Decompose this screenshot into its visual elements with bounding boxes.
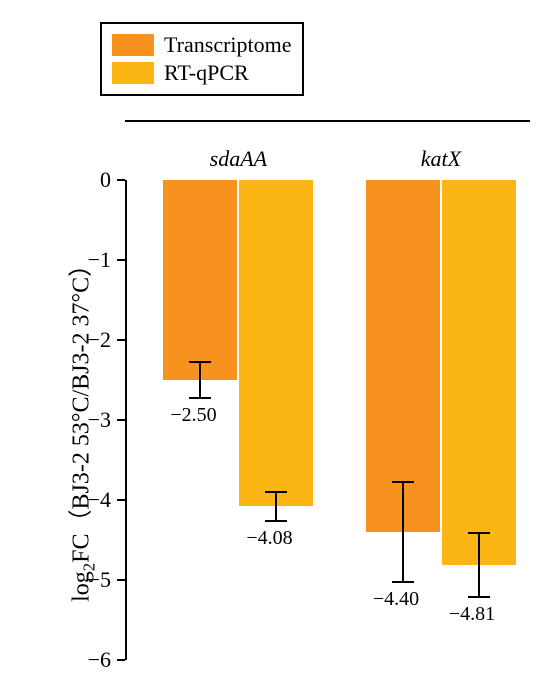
error-bar — [478, 533, 480, 597]
chart-container: TranscriptomeRT-qPCR sdaAAkatX log2FC（BJ… — [20, 20, 530, 670]
y-tick — [117, 419, 125, 421]
bar — [163, 180, 237, 380]
y-tick — [117, 259, 125, 261]
bar-value-label: −4.40 — [373, 588, 419, 611]
y-axis-line — [125, 180, 127, 660]
legend-swatch — [112, 34, 154, 56]
error-bar — [402, 482, 404, 581]
legend-swatch — [112, 62, 154, 84]
group-label: sdaAA — [188, 146, 288, 172]
y-tick-label: −2 — [88, 327, 111, 353]
bar — [239, 180, 313, 506]
y-tick — [117, 339, 125, 341]
error-bar — [275, 492, 277, 521]
error-bar-cap — [392, 581, 414, 583]
y-tick-label: −6 — [88, 647, 111, 673]
y-tick — [117, 659, 125, 661]
group-label: katX — [391, 146, 491, 172]
plot-area: 0−1−2−3−4−5−6−2.50−4.08−4.40−4.81 — [125, 180, 530, 660]
y-tick-label: −3 — [88, 407, 111, 433]
bar-value-label: −2.50 — [170, 404, 216, 427]
error-bar-cap — [468, 532, 490, 534]
y-tick-label: −4 — [88, 487, 111, 513]
error-bar — [199, 362, 201, 397]
y-tick-label: 0 — [100, 167, 111, 193]
y-tick — [117, 499, 125, 501]
error-bar-cap — [189, 361, 211, 363]
bar-value-label: −4.81 — [449, 603, 495, 626]
legend: TranscriptomeRT-qPCR — [100, 22, 304, 96]
bar — [366, 180, 440, 532]
legend-label: RT-qPCR — [164, 60, 249, 86]
bar-value-label: −4.08 — [246, 527, 292, 550]
legend-label: Transcriptome — [164, 32, 292, 58]
y-tick — [117, 179, 125, 181]
error-bar-cap — [468, 596, 490, 598]
error-bar-cap — [392, 481, 414, 483]
group-label-rule — [125, 120, 530, 122]
y-tick-label: −1 — [88, 247, 111, 273]
legend-item: Transcriptome — [112, 32, 292, 58]
y-tick-label: −5 — [88, 567, 111, 593]
bar — [442, 180, 516, 565]
legend-item: RT-qPCR — [112, 60, 292, 86]
y-tick — [117, 579, 125, 581]
error-bar-cap — [265, 520, 287, 522]
error-bar-cap — [265, 491, 287, 493]
error-bar-cap — [189, 397, 211, 399]
